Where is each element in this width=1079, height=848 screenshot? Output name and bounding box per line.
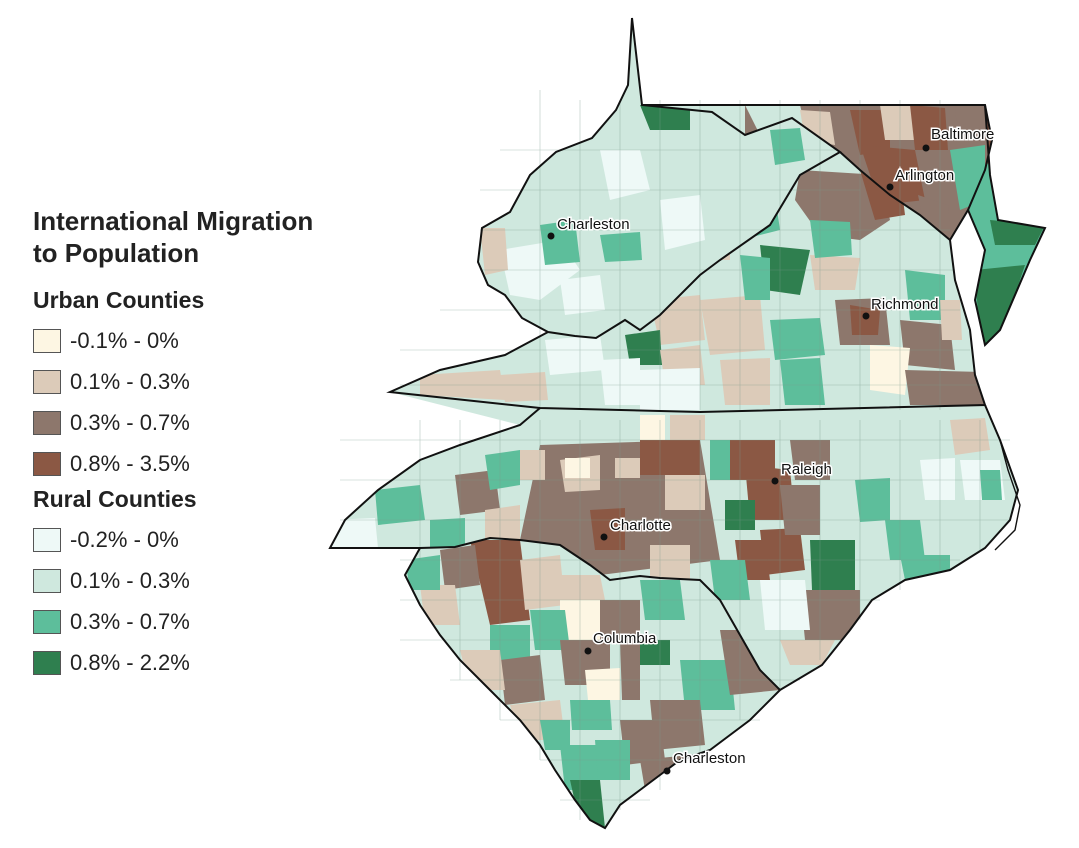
- city-label-charleston-wv: Charleston: [557, 216, 630, 233]
- legend-urban-title: Urban Counties: [33, 287, 205, 313]
- city-arlington: Arlington: [886, 166, 956, 191]
- city-dot: [663, 767, 671, 775]
- legend-swatch: [33, 650, 61, 675]
- city-dot: [547, 232, 555, 240]
- legend-item-label: 0.1% - 0.3%: [70, 567, 190, 593]
- legend-rural-group: Rural Counties -0.2% - 0% 0.1% - 0.3% 0.…: [33, 486, 363, 683]
- legend-item: 0.1% - 0.3%: [33, 361, 363, 402]
- city-dot: [771, 477, 779, 485]
- map-legend: International Migration to Population Ur…: [33, 205, 363, 683]
- city-dot: [886, 183, 894, 191]
- city-label-baltimore: Baltimore: [931, 126, 994, 143]
- legend-swatch: [33, 328, 61, 353]
- city-dot: [862, 312, 870, 320]
- city-dot: [584, 647, 592, 655]
- city-label-columbia: Columbia: [593, 630, 657, 647]
- city-raleigh: Raleigh: [771, 460, 833, 485]
- city-charleston-sc: Charleston: [663, 749, 747, 775]
- legend-swatch: [33, 451, 61, 476]
- legend-item-label: 0.1% - 0.3%: [70, 368, 190, 394]
- city-dot: [600, 533, 608, 541]
- city-baltimore: Baltimore: [922, 125, 996, 152]
- legend-swatch: [33, 527, 61, 552]
- state-borders: [328, 17, 1047, 830]
- legend-item-label: -0.1% - 0%: [70, 327, 179, 353]
- legend-item-label: 0.8% - 2.2%: [70, 649, 190, 675]
- city-dot: [922, 144, 930, 152]
- legend-urban-group: Urban Counties -0.1% - 0% 0.1% - 0.3% 0.…: [33, 287, 363, 484]
- legend-title: International Migration to Population: [33, 205, 363, 269]
- legend-item: -0.2% - 0%: [33, 519, 363, 560]
- legend-item: 0.8% - 2.2%: [33, 642, 363, 683]
- city-label-charlotte: Charlotte: [610, 517, 671, 534]
- city-columbia: Columbia: [584, 629, 659, 655]
- city-charleston-wv: Charleston: [547, 215, 631, 240]
- legend-item-label: -0.2% - 0%: [70, 526, 179, 552]
- legend-item-label: 0.3% - 0.7%: [70, 608, 190, 634]
- city-label-raleigh: Raleigh: [781, 461, 832, 478]
- city-markers: Baltimore Arlington Charleston Richmond …: [547, 125, 996, 775]
- city-label-richmond: Richmond: [871, 296, 939, 313]
- legend-item: -0.1% - 0%: [33, 320, 363, 361]
- legend-rural-title: Rural Counties: [33, 486, 197, 512]
- legend-title-line-2: to Population: [33, 238, 200, 268]
- city-label-charleston-sc: Charleston: [673, 750, 746, 767]
- legend-item: 0.3% - 0.7%: [33, 402, 363, 443]
- legend-swatch: [33, 410, 61, 435]
- legend-item-label: 0.3% - 0.7%: [70, 409, 190, 435]
- legend-swatch: [33, 568, 61, 593]
- legend-item-label: 0.8% - 3.5%: [70, 450, 190, 476]
- legend-swatch: [33, 369, 61, 394]
- county-boundaries: [340, 90, 1010, 820]
- legend-item: 0.3% - 0.7%: [33, 601, 363, 642]
- legend-item: 0.1% - 0.3%: [33, 560, 363, 601]
- city-charlotte: Charlotte: [600, 516, 672, 541]
- city-label-arlington: Arlington: [895, 167, 954, 184]
- legend-title-line-1: International Migration: [33, 206, 314, 236]
- legend-swatch: [33, 609, 61, 634]
- legend-item: 0.8% - 3.5%: [33, 443, 363, 484]
- city-richmond: Richmond: [862, 295, 940, 320]
